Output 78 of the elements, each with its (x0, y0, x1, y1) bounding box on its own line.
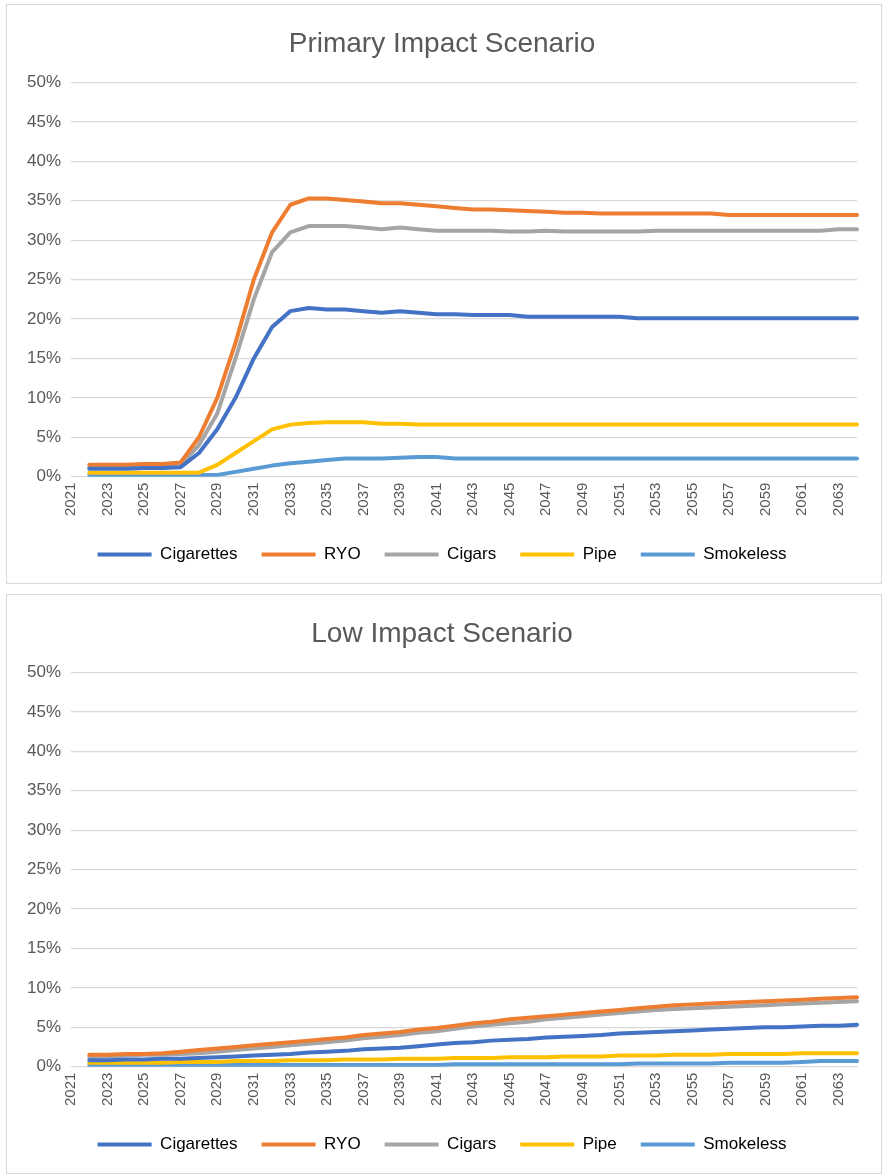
y-tick-label: 45% (26, 111, 62, 131)
y-tick-label: 50% (26, 662, 62, 682)
x-tick-label: 2023 (97, 1072, 115, 1107)
x-tick-label: 2043 (463, 1072, 481, 1107)
y-tick-label: 25% (26, 859, 62, 879)
x-tick-label: 2033 (280, 1072, 298, 1107)
x-tick-label: 2039 (390, 482, 408, 517)
x-tick-label: 2035 (317, 482, 335, 517)
x-tick-label: 2023 (97, 482, 115, 517)
legend-label: Cigars (447, 544, 497, 564)
x-tick-label: 2061 (792, 1072, 810, 1107)
x-tick-label: 2049 (572, 1072, 590, 1107)
y-tick-label: 30% (26, 229, 62, 249)
x-tick-label: 2053 (646, 482, 664, 517)
y-tick-label: 40% (26, 151, 62, 171)
y-tick-label: 35% (26, 190, 62, 210)
x-tick-label: 2029 (207, 482, 225, 517)
x-tick-label: 2049 (572, 482, 590, 517)
y-tick-label: 20% (26, 898, 62, 918)
legend-label: Cigarettes (160, 544, 238, 564)
x-tick-label: 2047 (536, 482, 554, 517)
x-tick-label: 2029 (207, 1072, 225, 1107)
y-tick-label: 5% (36, 1016, 62, 1036)
x-tick-label: 2057 (719, 1072, 737, 1107)
legend-label: RYO (324, 544, 361, 564)
y-tick-label: 10% (26, 977, 62, 997)
x-tick-label: 2047 (536, 1072, 554, 1107)
legend-label: RYO (324, 1134, 361, 1154)
legend-label: Smokeless (703, 1134, 787, 1154)
x-tick-label: 2033 (280, 482, 298, 517)
y-tick-label: 0% (36, 1056, 62, 1076)
chart-title: Low Impact Scenario (311, 616, 573, 648)
x-tick-label: 2059 (755, 1072, 773, 1107)
x-tick-label: 2035 (317, 1072, 335, 1107)
x-tick-label: 2053 (646, 1072, 664, 1107)
x-tick-label: 2021 (61, 1072, 79, 1107)
chart-title: Primary Impact Scenario (288, 26, 596, 58)
y-tick-label: 45% (26, 701, 62, 721)
legend-label: Pipe (582, 544, 617, 564)
x-tick-label: 2031 (243, 1072, 261, 1107)
y-tick-label: 0% (36, 466, 62, 486)
legend-label: Cigarettes (160, 1134, 238, 1154)
x-tick-label: 2025 (134, 482, 152, 517)
x-tick-label: 2045 (499, 1072, 517, 1107)
x-tick-label: 2039 (390, 1072, 408, 1107)
x-tick-label: 2055 (682, 482, 700, 517)
y-tick-label: 15% (26, 938, 62, 958)
x-tick-label: 2041 (426, 1072, 444, 1107)
y-tick-label: 15% (26, 348, 62, 368)
y-tick-label: 10% (26, 387, 62, 407)
y-tick-label: 20% (26, 308, 62, 328)
x-tick-label: 2027 (170, 482, 188, 517)
legend-label: Pipe (582, 1134, 617, 1154)
x-tick-label: 2051 (609, 1072, 627, 1107)
x-tick-label: 2041 (426, 482, 444, 517)
x-tick-label: 2051 (609, 482, 627, 517)
x-tick-label: 2021 (61, 482, 79, 517)
x-tick-label: 2037 (353, 482, 371, 517)
x-tick-label: 2057 (719, 482, 737, 517)
x-tick-label: 2043 (463, 482, 481, 517)
y-tick-label: 35% (26, 780, 62, 800)
x-tick-label: 2031 (243, 482, 261, 517)
x-tick-label: 2025 (134, 1072, 152, 1107)
x-tick-label: 2061 (792, 482, 810, 517)
x-tick-label: 2055 (682, 1072, 700, 1107)
y-tick-label: 50% (26, 72, 62, 92)
x-tick-label: 2063 (828, 1072, 846, 1107)
legend-label: Cigars (447, 1134, 497, 1154)
x-tick-label: 2037 (353, 1072, 371, 1107)
x-tick-label: 2027 (170, 1072, 188, 1107)
x-tick-label: 2063 (828, 482, 846, 517)
y-tick-label: 25% (26, 269, 62, 289)
y-tick-label: 30% (26, 819, 62, 839)
y-tick-label: 40% (26, 741, 62, 761)
y-tick-label: 5% (36, 426, 62, 446)
legend-label: Smokeless (703, 544, 787, 564)
x-tick-label: 2059 (755, 482, 773, 517)
x-tick-label: 2045 (499, 482, 517, 517)
